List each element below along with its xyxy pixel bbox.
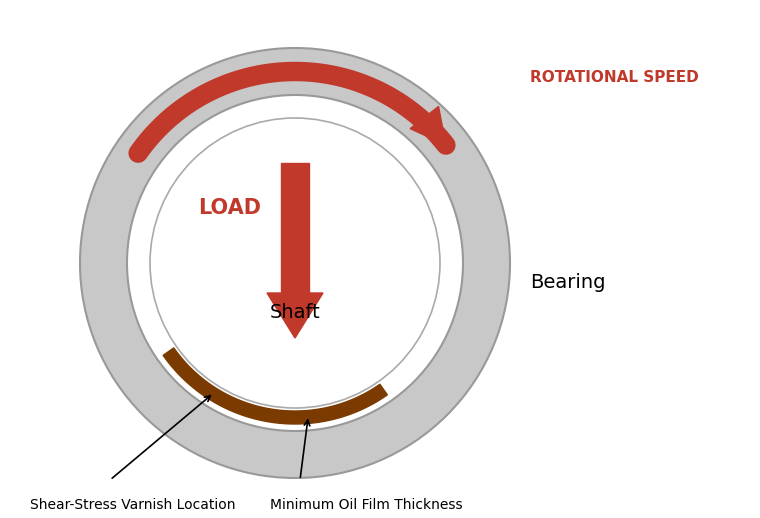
Text: ROTATIONAL SPEED: ROTATIONAL SPEED bbox=[530, 70, 698, 85]
Text: LOAD: LOAD bbox=[198, 198, 261, 218]
Text: Shaft: Shaft bbox=[270, 304, 321, 323]
Text: Bearing: Bearing bbox=[530, 274, 606, 293]
Polygon shape bbox=[163, 348, 388, 424]
Text: Minimum Oil Film Thickness: Minimum Oil Film Thickness bbox=[270, 498, 463, 512]
Circle shape bbox=[127, 95, 463, 431]
Circle shape bbox=[150, 118, 440, 408]
Circle shape bbox=[80, 48, 510, 478]
Polygon shape bbox=[267, 293, 323, 338]
Polygon shape bbox=[410, 106, 446, 145]
Polygon shape bbox=[281, 163, 309, 293]
Text: Shear-Stress Varnish Location: Shear-Stress Varnish Location bbox=[30, 498, 236, 512]
